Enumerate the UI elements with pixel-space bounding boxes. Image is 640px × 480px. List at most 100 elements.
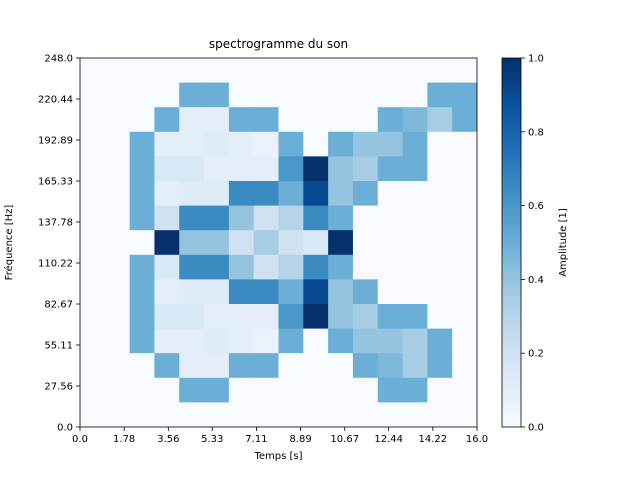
heatmap-cell	[452, 205, 478, 231]
heatmap-cell	[179, 230, 205, 256]
x-tick-label: 1.78	[113, 434, 135, 445]
heatmap-cell	[129, 205, 155, 231]
heatmap-cell	[179, 82, 205, 108]
heatmap-cell	[328, 377, 354, 403]
heatmap-cell	[228, 353, 255, 379]
heatmap-cell	[104, 254, 131, 280]
heatmap-cell	[278, 156, 304, 182]
heatmap-cell	[129, 131, 155, 157]
x-tick-label: 10.67	[330, 434, 359, 445]
heatmap-cell	[278, 205, 304, 231]
heatmap-cell	[427, 328, 453, 354]
colorbar-tick-label: 0.0	[528, 423, 544, 434]
heatmap-cell	[154, 254, 180, 280]
heatmap-cell	[452, 107, 478, 133]
y-tick-label: 110.22	[38, 259, 73, 270]
heatmap-cell	[80, 181, 106, 206]
heatmap-cell	[228, 328, 255, 354]
heatmap-cell	[179, 279, 205, 305]
heatmap-cell	[278, 353, 304, 379]
heatmap-cell	[154, 328, 180, 354]
heatmap-cell	[278, 58, 304, 83]
heatmap-cell	[377, 254, 403, 280]
heatmap-cell	[179, 58, 205, 83]
heatmap-cell	[104, 402, 131, 428]
heatmap-cell	[303, 82, 329, 108]
heatmap-cell	[402, 279, 428, 305]
heatmap-cell	[452, 328, 478, 354]
y-tick-label: 55.11	[44, 341, 73, 352]
heatmap-cell	[80, 205, 106, 231]
heatmap-cell	[278, 279, 304, 305]
heatmap-cell	[129, 181, 155, 206]
heatmap-cell	[427, 181, 453, 206]
heatmap-cell	[278, 328, 304, 354]
heatmap-cell	[328, 156, 354, 182]
plot-frame	[79, 57, 478, 428]
colorbar-tick-label: 0.2	[528, 349, 544, 360]
heatmap-cell	[402, 353, 428, 379]
heatmap-cell	[427, 230, 453, 256]
heatmap-cell	[377, 131, 403, 157]
heatmap-cell	[104, 82, 131, 108]
heatmap-cell	[328, 82, 354, 108]
heatmap-cell	[377, 82, 403, 108]
y-tick-label: 165.33	[38, 177, 73, 188]
heatmap-cell	[154, 353, 180, 379]
heatmap-cell	[328, 304, 354, 329]
heatmap-cell	[303, 58, 329, 83]
heatmap-cell	[253, 377, 279, 403]
heatmap-cell	[452, 402, 478, 428]
heatmap-cell	[452, 230, 478, 256]
heatmap-cell	[204, 254, 230, 280]
heatmap-cell	[328, 328, 354, 354]
heatmap-cell	[129, 328, 155, 354]
heatmap-cell	[204, 58, 230, 83]
heatmap-cell	[402, 254, 428, 280]
heatmap-cell	[204, 107, 230, 133]
heatmap-cell	[80, 82, 106, 108]
heatmap-cell	[253, 156, 279, 182]
heatmap-cell	[204, 131, 230, 157]
heatmap-cell	[303, 181, 329, 206]
heatmap-cell	[427, 131, 453, 157]
heatmap-cell	[452, 181, 478, 206]
heatmap-cell	[80, 58, 106, 83]
heatmap-cell	[253, 279, 279, 305]
heatmap-cell	[377, 304, 403, 329]
heatmap-cell	[452, 131, 478, 157]
heatmap-cell	[253, 58, 279, 83]
y-axis-label: Fréquence [Hz]	[3, 205, 15, 281]
heatmap-cell	[303, 377, 329, 403]
heatmap-cell	[427, 82, 453, 108]
heatmap-cell	[253, 254, 279, 280]
heatmap-cell	[377, 353, 403, 379]
heatmap-cell	[104, 328, 131, 354]
heatmap-cell	[204, 82, 230, 108]
heatmap-cell	[377, 58, 403, 83]
heatmap-cell	[204, 377, 230, 403]
heatmap-cell	[104, 304, 131, 329]
heatmap-cell	[328, 181, 354, 206]
heatmap-cell	[278, 107, 304, 133]
heatmap-cell	[204, 205, 230, 231]
heatmap-cell	[228, 279, 255, 305]
heatmap-cell	[328, 107, 354, 133]
heatmap-cell	[228, 131, 255, 157]
heatmap-cell	[377, 402, 403, 428]
x-tick-label: 8.89	[289, 434, 311, 445]
heatmap-cell	[352, 181, 379, 206]
y-tick-label: 27.56	[44, 381, 73, 392]
heatmap-cell	[80, 156, 106, 182]
heatmap-cell	[204, 304, 230, 329]
heatmap-cell	[80, 254, 106, 280]
y-tick-label: 0.0	[57, 423, 73, 434]
colorbar-tick-label: 0.4	[528, 275, 544, 286]
heatmap-cell	[303, 353, 329, 379]
y-tick-label: 137.78	[38, 217, 73, 228]
heatmap-cell	[253, 353, 279, 379]
heatmap-cell	[154, 279, 180, 305]
heatmap-cell	[427, 279, 453, 305]
heatmap-cell	[228, 230, 255, 256]
heatmap-cell	[228, 156, 255, 182]
